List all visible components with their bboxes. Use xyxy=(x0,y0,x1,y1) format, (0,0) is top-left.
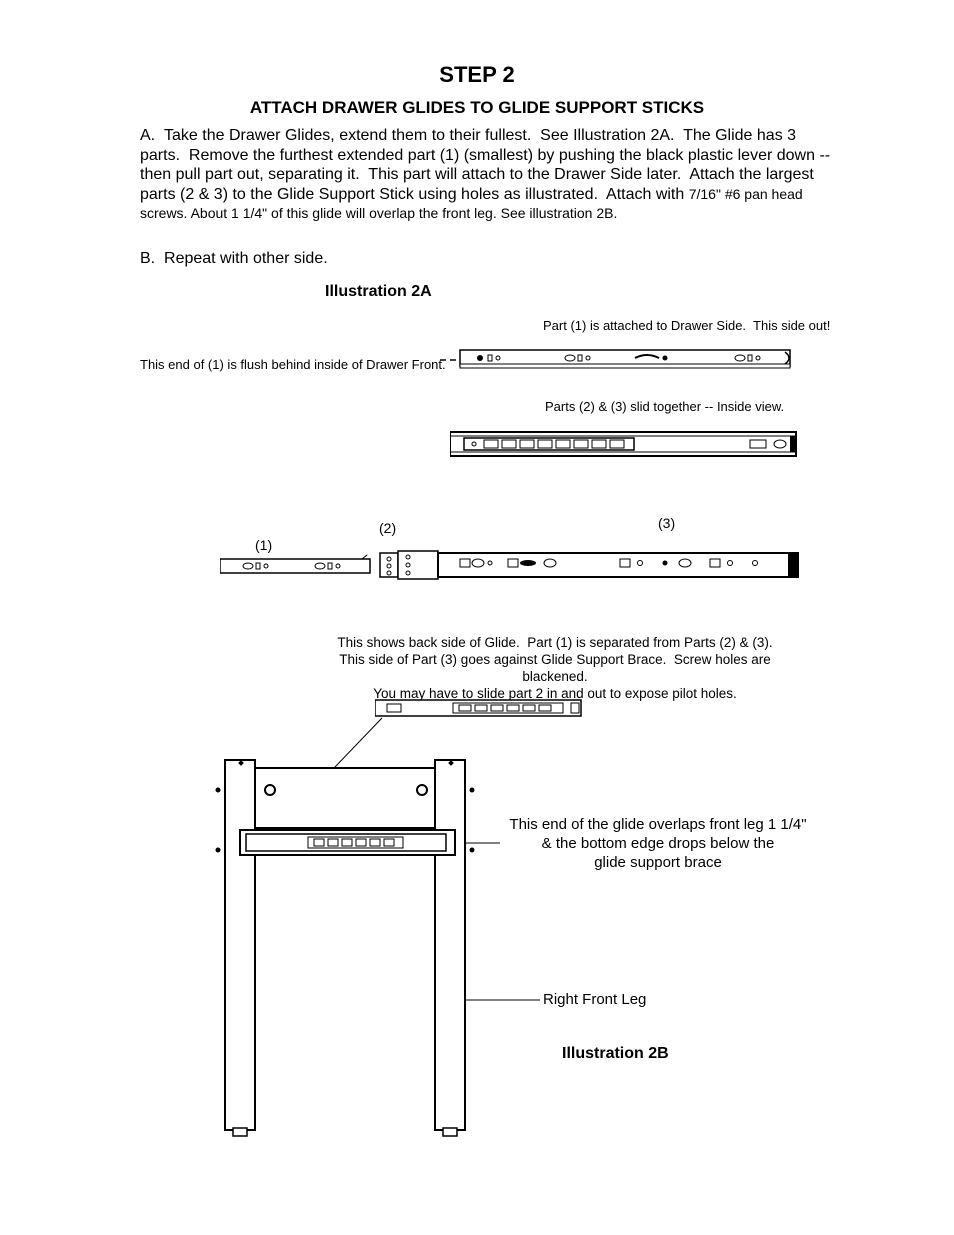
illustration-2a-title: Illustration 2A xyxy=(325,283,432,301)
glide-separated-backside-icon xyxy=(220,545,810,585)
instruction-page: STEP 2 ATTACH DRAWER GLIDES TO GLIDE SUP… xyxy=(0,0,954,1235)
paragraph-b: B. Repeat with other side. xyxy=(140,250,840,268)
note-line-1: This shows back side of Glide. Part (1) … xyxy=(337,635,772,650)
step-title: STEP 2 xyxy=(0,62,954,88)
caption-parts-23: Parts (2) & (3) slid together -- Inside … xyxy=(545,399,784,414)
illustration-2a-note: This shows back side of Glide. Part (1) … xyxy=(320,635,790,703)
label-part-3: (3) xyxy=(658,515,675,531)
frame-assembly-icon xyxy=(200,710,840,1140)
note-line-2: This side of Part (3) goes against Glide… xyxy=(339,652,770,684)
subtitle: ATTACH DRAWER GLIDES TO GLIDE SUPPORT ST… xyxy=(0,98,954,118)
label-part-2: (2) xyxy=(379,520,396,536)
paragraph-a: A. Take the Drawer Glides, extend them t… xyxy=(140,126,840,224)
glide-part1-top-icon xyxy=(440,346,800,374)
caption-part1-side: Part (1) is attached to Drawer Side. Thi… xyxy=(543,318,830,333)
caption-flush-end: This end of (1) is flush behind inside o… xyxy=(140,357,446,372)
glide-parts23-inside-icon xyxy=(450,428,800,462)
